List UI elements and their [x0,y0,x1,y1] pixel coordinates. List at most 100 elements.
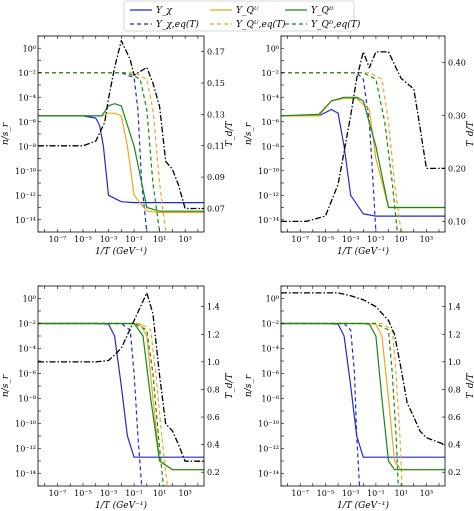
y-tick-label: 10⁻² [18,69,36,78]
panel-3: 10⁻⁷ 10⁻⁵ 10⁻³ 10⁻¹ 10¹ 10³ 10⁰ 10⁻² 10⁻⁴ 10⁻⁶ 10⁻… [1,285,235,511]
series-line [38,72,167,232]
legend-frame [123,0,355,32]
legend-label: Y_Qᴰ,eq(T) [311,19,361,30]
x-axis-label: 1/T (GeV⁻¹) [337,500,390,511]
y2-tick-label: 0.15 [207,79,225,88]
y-tick-label: 10⁻¹⁴ [15,470,36,479]
legend-label: Y_χ [156,6,172,16]
series-line [38,72,161,232]
axes-frame [280,35,446,233]
y2-tick-label: 0.09 [207,173,225,182]
x-tick-label: 10⁻¹ [125,489,143,498]
x-tick-label: 10⁻¹ [125,235,143,244]
series-line [281,322,403,486]
y-tick-label: 10⁻¹⁴ [15,216,36,225]
x-axis-label: 1/T (GeV⁻¹) [95,500,148,511]
y-tick-label: 10⁻¹⁴ [258,470,279,479]
series-line [38,322,204,471]
series-line [38,322,204,471]
x-tick-label: 10³ [420,235,433,244]
series-line [281,72,398,232]
y2-tick-label: 0.8 [207,385,220,394]
y2-axis-label: T_d/T [225,372,235,398]
series-line [281,322,445,458]
y-tick-label: 10⁻¹² [15,445,36,454]
y2-tick-label: 0.20 [448,164,466,173]
y-tick-label: 10⁻⁴ [18,345,36,354]
x-tick-label: 10⁻⁵ [74,235,92,244]
y-axis-label: n/s_r [1,374,11,397]
legend-label: Y_Qᵁ [236,6,259,16]
plot-area [38,40,204,232]
x-tick-label: 10⁻⁵ [74,489,92,498]
series-line [38,112,204,213]
series-line [281,108,445,217]
y2-tick-label: 0.13 [207,110,225,119]
x-tick-label: 10⁻³ [100,235,118,244]
series-line [38,322,204,458]
series-line [281,72,377,232]
y-tick-label: 10⁻⁶ [18,370,36,379]
y-tick-label: 10⁻² [261,69,279,78]
y-tick-label: 10⁻⁸ [261,395,279,404]
y-tick-label: 10⁻⁴ [18,93,36,102]
x-tick-label: 10¹ [394,489,407,498]
y2-axis-label: T_d/T [225,120,235,146]
y-tick-label: 10⁻⁸ [18,142,36,151]
legend-label: Y_Qᵁ,eq(T) [236,19,286,30]
y2-tick-label: 1.2 [448,330,461,339]
x-tick-label: 10⁻⁷ [49,489,67,498]
series-line [38,292,204,462]
x-tick-label: 10³ [420,489,433,498]
panels: 10⁻⁷ 10⁻⁵ 10⁻³ 10⁻¹ 10¹ 10³ 10⁰ 10⁻² 10⁻⁴ 10⁻⁶ 10⁻… [1,35,474,511]
y2-axis-label: T_d/T [466,120,474,146]
y-tick-label: 10⁻¹⁰ [258,420,279,429]
legend-label: Y_Qᴰ [311,6,334,16]
plot-area [281,51,445,232]
x-tick-label: 10⁻³ [342,235,360,244]
y2-tick-label: 0.4 [448,441,461,450]
y2-tick-label: 0.07 [207,204,225,213]
series-line [281,51,445,223]
y-axis-label: n/s_r [244,374,254,397]
y2-tick-label: 1.0 [448,358,461,367]
x-axis-label: 1/T (GeV⁻¹) [95,246,148,257]
y2-tick-label: 0.2 [448,468,461,477]
y-tick-label: 10⁰ [23,295,36,304]
series-line [38,72,148,232]
panel-2: 10⁻⁷ 10⁻⁵ 10⁻³ 10⁻¹ 10¹ 10³ 10⁰ 10⁻² 10⁻⁴ 10⁻⁶ 10⁻… [244,35,474,257]
y-tick-label: 10⁻² [261,320,279,329]
x-axis-label: 1/T (GeV⁻¹) [337,246,390,257]
y2-tick-label: 1.4 [207,303,220,312]
y-tick-label: 10⁰ [23,44,36,53]
y-tick-label: 10⁻⁶ [261,118,279,127]
y-tick-label: 10⁻⁴ [261,93,279,102]
y-tick-label: 10⁻¹⁰ [15,167,36,176]
y2-tick-label: 0.6 [448,413,461,422]
series-line [38,115,204,204]
x-tick-label: 10⁻⁷ [49,235,67,244]
series-line [281,292,445,446]
x-tick-label: 10¹ [394,235,407,244]
series-line [281,72,402,232]
series-line [281,322,399,486]
x-tick-label: 10⁻³ [100,489,118,498]
plot-area [38,292,204,486]
y2-axis-label: T_d/T [466,372,474,398]
y2-tick-label: 0.6 [207,413,220,422]
y2-tick-label: 1.0 [207,358,220,367]
x-tick-label: 10³ [178,235,191,244]
y-tick-label: 10⁻⁸ [18,395,36,404]
panel-1: 10⁻⁷ 10⁻⁵ 10⁻³ 10⁻¹ 10¹ 10³ 10⁰ 10⁻² 10⁻⁴ 10⁻⁶ 10⁻… [1,35,235,257]
x-tick-label: 10⁻⁵ [317,489,335,498]
y-tick-label: 10⁻¹² [258,191,279,200]
y-tick-label: 10⁰ [266,295,279,304]
y-axis-label: n/s_r [1,122,11,145]
series-line [38,103,204,212]
y2-tick-label: 0.40 [448,58,466,67]
x-tick-label: 10⁻³ [342,489,360,498]
y2-tick-label: 0.2 [207,468,220,477]
y-tick-label: 10⁻¹⁰ [15,420,36,429]
series-line [281,322,361,486]
x-tick-label: 10⁻¹ [367,235,385,244]
